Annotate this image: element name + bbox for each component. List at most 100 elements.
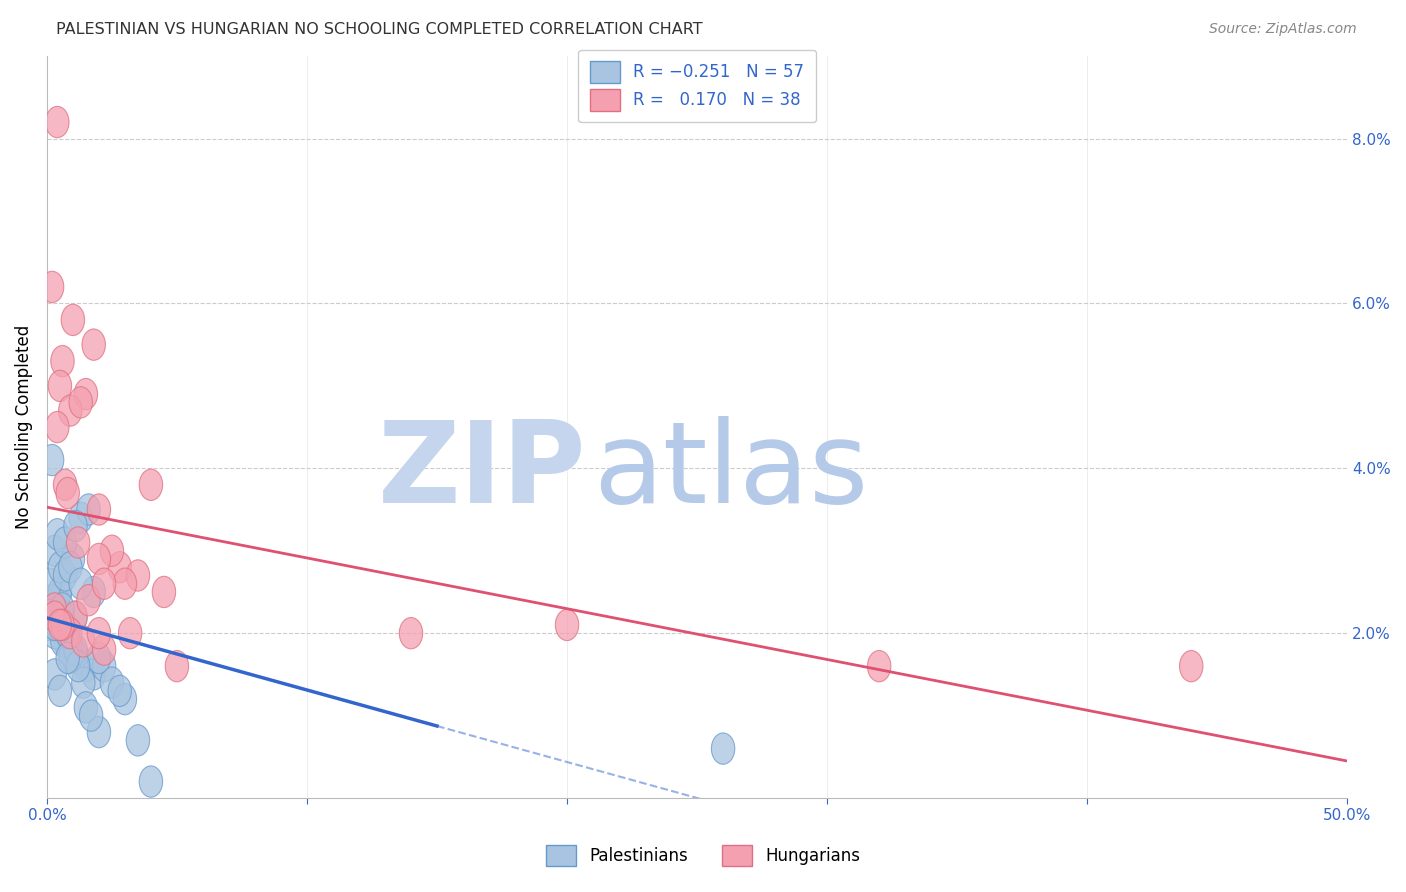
Ellipse shape xyxy=(62,634,84,665)
Ellipse shape xyxy=(56,477,79,508)
Ellipse shape xyxy=(51,609,75,640)
Y-axis label: No Schooling Completed: No Schooling Completed xyxy=(15,325,32,529)
Ellipse shape xyxy=(59,395,82,426)
Ellipse shape xyxy=(139,766,163,797)
Text: Source: ZipAtlas.com: Source: ZipAtlas.com xyxy=(1209,22,1357,37)
Ellipse shape xyxy=(100,667,124,698)
Ellipse shape xyxy=(868,650,891,681)
Ellipse shape xyxy=(93,568,115,599)
Ellipse shape xyxy=(69,502,93,533)
Ellipse shape xyxy=(114,683,136,714)
Ellipse shape xyxy=(51,601,75,632)
Ellipse shape xyxy=(51,626,75,657)
Ellipse shape xyxy=(41,444,63,475)
Ellipse shape xyxy=(75,691,97,723)
Ellipse shape xyxy=(72,667,96,698)
Ellipse shape xyxy=(82,658,105,690)
Ellipse shape xyxy=(93,634,115,665)
Ellipse shape xyxy=(75,650,97,681)
Ellipse shape xyxy=(108,675,131,706)
Ellipse shape xyxy=(44,593,66,624)
Ellipse shape xyxy=(711,733,735,764)
Ellipse shape xyxy=(44,535,66,566)
Ellipse shape xyxy=(59,551,82,582)
Text: atlas: atlas xyxy=(593,416,869,527)
Ellipse shape xyxy=(51,593,75,624)
Ellipse shape xyxy=(152,576,176,607)
Text: ZIP: ZIP xyxy=(378,416,586,527)
Ellipse shape xyxy=(108,551,131,582)
Ellipse shape xyxy=(127,560,149,591)
Ellipse shape xyxy=(62,304,84,335)
Ellipse shape xyxy=(77,494,100,525)
Ellipse shape xyxy=(87,494,111,525)
Ellipse shape xyxy=(66,527,90,558)
Ellipse shape xyxy=(53,560,77,591)
Ellipse shape xyxy=(45,609,69,640)
Ellipse shape xyxy=(127,724,149,756)
Legend: Palestinians, Hungarians: Palestinians, Hungarians xyxy=(537,837,869,875)
Ellipse shape xyxy=(45,584,69,615)
Ellipse shape xyxy=(139,469,163,500)
Ellipse shape xyxy=(63,601,87,632)
Ellipse shape xyxy=(69,386,93,418)
Ellipse shape xyxy=(48,370,72,401)
Ellipse shape xyxy=(59,617,82,648)
Ellipse shape xyxy=(41,271,63,302)
Ellipse shape xyxy=(87,642,111,673)
Ellipse shape xyxy=(66,650,90,681)
Ellipse shape xyxy=(38,609,62,640)
Ellipse shape xyxy=(53,469,77,500)
Ellipse shape xyxy=(75,378,97,409)
Ellipse shape xyxy=(399,617,423,648)
Ellipse shape xyxy=(44,658,66,690)
Legend: R = −0.251   N = 57, R =   0.170   N = 38: R = −0.251 N = 57, R = 0.170 N = 38 xyxy=(578,50,815,122)
Ellipse shape xyxy=(51,345,75,376)
Ellipse shape xyxy=(44,601,66,632)
Ellipse shape xyxy=(555,609,579,640)
Ellipse shape xyxy=(51,609,75,640)
Ellipse shape xyxy=(63,634,87,665)
Ellipse shape xyxy=(118,617,142,648)
Ellipse shape xyxy=(53,527,77,558)
Ellipse shape xyxy=(72,626,96,657)
Ellipse shape xyxy=(114,568,136,599)
Ellipse shape xyxy=(69,568,93,599)
Ellipse shape xyxy=(45,106,69,137)
Ellipse shape xyxy=(45,593,69,624)
Ellipse shape xyxy=(45,518,69,549)
Ellipse shape xyxy=(56,617,79,648)
Ellipse shape xyxy=(56,617,79,648)
Ellipse shape xyxy=(63,510,87,541)
Ellipse shape xyxy=(44,609,66,640)
Ellipse shape xyxy=(48,551,72,582)
Ellipse shape xyxy=(45,411,69,442)
Ellipse shape xyxy=(63,601,87,632)
Ellipse shape xyxy=(38,568,62,599)
Ellipse shape xyxy=(93,650,115,681)
Ellipse shape xyxy=(48,609,72,640)
Ellipse shape xyxy=(48,675,72,706)
Ellipse shape xyxy=(62,543,84,574)
Ellipse shape xyxy=(41,593,63,624)
Ellipse shape xyxy=(100,535,124,566)
Ellipse shape xyxy=(87,543,111,574)
Ellipse shape xyxy=(1180,650,1204,681)
Ellipse shape xyxy=(48,576,72,607)
Ellipse shape xyxy=(44,617,66,648)
Ellipse shape xyxy=(59,634,82,665)
Ellipse shape xyxy=(87,617,111,648)
Ellipse shape xyxy=(56,617,79,648)
Ellipse shape xyxy=(166,650,188,681)
Ellipse shape xyxy=(56,642,79,673)
Ellipse shape xyxy=(48,576,72,607)
Ellipse shape xyxy=(82,329,105,360)
Ellipse shape xyxy=(82,576,105,607)
Ellipse shape xyxy=(53,626,77,657)
Ellipse shape xyxy=(79,700,103,731)
Ellipse shape xyxy=(41,584,63,615)
Ellipse shape xyxy=(44,601,66,632)
Ellipse shape xyxy=(77,584,100,615)
Ellipse shape xyxy=(59,642,82,673)
Ellipse shape xyxy=(66,642,90,673)
